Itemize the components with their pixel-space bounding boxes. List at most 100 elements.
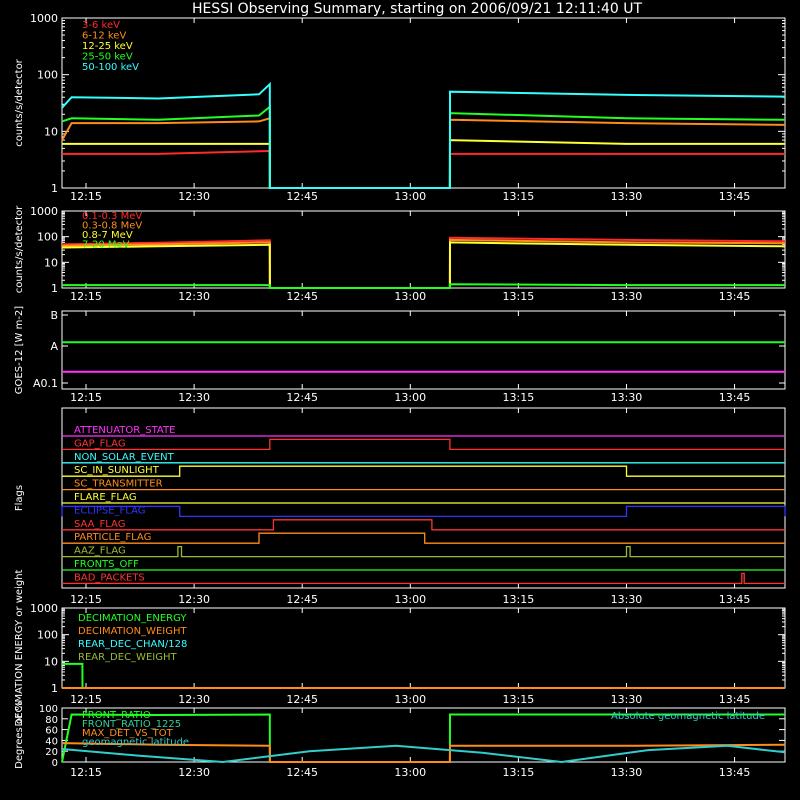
legend-entry: FRONT_RATIO_1225 <box>82 719 181 730</box>
y-tick-label: A <box>50 340 58 353</box>
panel-p3: 12:15 12:30 12:45 13:00 13:15 13:30 13:45 GOES-… <box>14 306 786 404</box>
x-tick-label: 13:45 <box>719 290 751 303</box>
flag-line <box>62 465 785 477</box>
legend-entry: DECIMATION_ENERGY <box>78 613 187 624</box>
y-tick-label: 10 <box>44 125 58 138</box>
x-tick-label: 13:30 <box>611 190 643 203</box>
x-tick-label: 12:15 <box>70 190 102 203</box>
x-tick-label: 13:45 <box>719 391 751 404</box>
x-tick-label: 12:30 <box>178 290 210 303</box>
x-tick-label: 13:15 <box>503 290 535 303</box>
x-tick-label: 13:30 <box>611 391 643 404</box>
annotation-label: Absolute geomagnetic latitude <box>611 711 765 722</box>
legend-entry: REAR_DEC_WEIGHT <box>78 652 177 663</box>
x-tick-label: 13:45 <box>719 766 751 779</box>
x-tick-label: 12:15 <box>70 766 102 779</box>
flag-line <box>62 545 785 558</box>
panel-p4: 12:15 12:30 12:45 13:00 13:15 13:30 13:45 Flags… <box>14 407 786 606</box>
panels: 12:15 12:30 12:45 13:00 13:15 13:30 13:45 count… <box>14 12 786 779</box>
x-tick-label: 12:45 <box>286 593 318 606</box>
flag-label: SC_IN_SUNLIGHT <box>74 465 160 476</box>
y-tick-label: 10 <box>44 256 58 269</box>
panel-p2: 12:15 12:30 12:45 13:00 13:15 13:30 13:45 count… <box>14 205 786 303</box>
legend-entry: 6-12 keV <box>82 31 126 42</box>
y-tick-label: 100 <box>37 69 58 82</box>
y-axis-label: counts/s/detector <box>14 58 25 146</box>
y-tick-label: B <box>50 309 58 322</box>
legend-entry: 0.3-0.8 MeV <box>82 221 142 232</box>
x-tick-label: 12:45 <box>286 766 318 779</box>
plot-frame <box>61 407 786 589</box>
flag-label: ATTENUATOR_STATE <box>74 425 175 436</box>
plot-frame <box>61 310 786 390</box>
x-tick-label: 12:30 <box>178 593 210 606</box>
y-tick-label: 1000 <box>30 12 58 25</box>
legend-entry: 3-6 keV <box>82 20 120 31</box>
y-tick-label: 1 <box>51 282 58 295</box>
y-tick-label: 1000 <box>30 205 58 218</box>
x-tick-label: 12:30 <box>178 693 210 706</box>
legend-entry: 25-50 keV <box>82 52 133 63</box>
y-axis-label: Flags <box>14 485 25 511</box>
x-tick-label: 12:45 <box>286 693 318 706</box>
flag-label: NON_SOLAR_EVENT <box>74 452 175 463</box>
legend-entry: 7-20 MeV <box>82 240 130 251</box>
x-tick-label: 13:30 <box>611 693 643 706</box>
flag-line <box>62 532 785 544</box>
flag-line <box>62 572 785 585</box>
x-tick-label: 13:30 <box>611 593 643 606</box>
series-line <box>61 742 786 763</box>
y-tick-label: A0.1 <box>33 377 58 390</box>
x-tick-label: 13:15 <box>503 693 535 706</box>
x-tick-label: 13:00 <box>394 693 426 706</box>
x-tick-label: 13:15 <box>503 190 535 203</box>
x-tick-label: 13:30 <box>611 290 643 303</box>
flag-label: GAP_FLAG <box>74 438 126 449</box>
y-axis-label: counts/s/detector <box>14 205 25 293</box>
series-line <box>61 81 786 189</box>
y-tick-label: 10 <box>44 655 58 668</box>
flag-line <box>62 519 785 531</box>
x-tick-label: 12:15 <box>70 290 102 303</box>
y-tick-label: 100 <box>37 629 58 642</box>
x-tick-label: 13:45 <box>719 693 751 706</box>
x-tick-label: 12:15 <box>70 693 102 706</box>
y-tick-label: 0 <box>52 758 58 769</box>
flag-label: FRONTS_OFF <box>74 559 139 570</box>
x-tick-label: 13:00 <box>394 190 426 203</box>
y-axis-label: DECIMATION ENERGY or weight <box>14 569 25 726</box>
x-tick-label: 13:00 <box>394 766 426 779</box>
series-line <box>61 744 786 764</box>
flag-label: SAA_FLAG <box>74 519 125 530</box>
y-tick-label: 1000 <box>30 602 58 615</box>
y-axis-label: GOES-12 [W m-2] <box>14 306 25 394</box>
flag-label: SC_TRANSMITTER <box>74 479 163 490</box>
y-tick-label: 60 <box>45 726 58 737</box>
legend-entry: geomagnetic latitude <box>82 737 189 748</box>
series-line <box>62 283 785 289</box>
legend-entry: 0.1-0.3 MeV <box>82 211 142 222</box>
x-tick-label: 13:00 <box>394 290 426 303</box>
x-tick-label: 13:15 <box>503 391 535 404</box>
x-tick-label: 12:30 <box>178 190 210 203</box>
x-tick-label: 13:45 <box>719 593 751 606</box>
y-tick-label: 40 <box>45 736 58 747</box>
x-tick-label: 12:15 <box>70 391 102 404</box>
y-tick-label: 1 <box>51 682 58 695</box>
flag-label: ECLIPSE_FLAG <box>74 505 145 516</box>
page-title: HESSI Observing Summary, starting on 200… <box>192 1 643 17</box>
x-tick-label: 13:00 <box>394 391 426 404</box>
y-tick-label: 1 <box>51 182 58 195</box>
x-tick-label: 12:45 <box>286 290 318 303</box>
legend-entry: DECIMATION_WEIGHT <box>78 626 187 637</box>
x-tick-label: 13:15 <box>503 766 535 779</box>
flag-line <box>62 438 785 451</box>
x-tick-label: 13:00 <box>394 593 426 606</box>
panel-p5: 12:15 12:30 12:45 13:00 13:15 13:30 13:45 DECIM… <box>14 569 786 726</box>
x-tick-label: 12:30 <box>178 766 210 779</box>
flag-label: BAD_PACKETS <box>74 572 145 583</box>
y-tick-label: 100 <box>39 704 58 715</box>
y-tick-label: 80 <box>45 715 58 726</box>
